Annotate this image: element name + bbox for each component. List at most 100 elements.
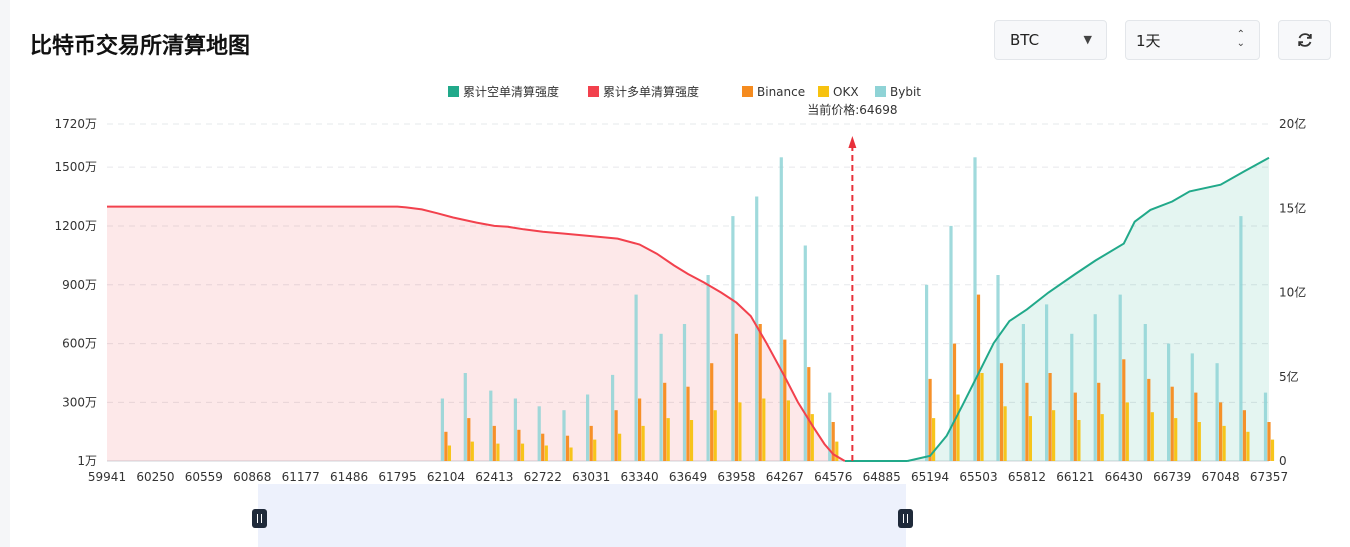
bar-binance — [589, 425, 593, 461]
bar-bybit — [1093, 314, 1097, 461]
bar-okx — [980, 373, 984, 461]
bar-bybit — [1167, 343, 1171, 461]
left-tick-label: 1500万 — [54, 160, 97, 174]
bar-okx — [544, 445, 548, 461]
current-price-marker: 当前价格:64698 — [807, 102, 897, 461]
bar-binance — [492, 425, 496, 461]
bar-okx — [1052, 410, 1056, 461]
bar-bybit — [1263, 392, 1268, 461]
bar-okx — [762, 398, 766, 461]
bar-bybit — [949, 225, 953, 461]
bar-bybit — [1190, 353, 1194, 461]
bar-binance — [710, 363, 714, 461]
bar-binance — [1170, 386, 1174, 461]
right-axis: 0 5亿 10亿 15亿 20亿 — [1279, 116, 1306, 468]
slider-handle-right[interactable] — [898, 509, 913, 528]
x-tick-label: 62104 — [427, 470, 465, 484]
x-tick-label: 63031 — [572, 470, 610, 484]
x-tick-label: 66739 — [1153, 470, 1191, 484]
bar-okx — [569, 447, 573, 461]
bar-binance — [1219, 402, 1223, 461]
bar-bybit — [682, 324, 687, 461]
bar-bybit — [1215, 363, 1219, 461]
x-tick-label: 67048 — [1201, 470, 1239, 484]
bar-bybit — [828, 392, 832, 461]
range-select[interactable]: 1天 ⌃ ⌄ — [1125, 20, 1260, 60]
bar-binance — [1025, 382, 1029, 461]
bar-bybit — [537, 406, 541, 461]
x-tick-label: 64885 — [863, 470, 901, 484]
bar-bybit — [1239, 216, 1243, 461]
legend-label-okx: OKX — [833, 85, 859, 99]
x-tick-label: 61486 — [330, 470, 368, 484]
bar-binance — [758, 324, 762, 461]
bar-binance — [1073, 392, 1077, 461]
bar-okx — [593, 439, 597, 461]
bar-bybit — [1045, 304, 1049, 461]
bar-binance — [952, 343, 957, 461]
x-tick-label: 66121 — [1056, 470, 1094, 484]
bar-bybit — [586, 394, 590, 461]
left-edge-strip — [0, 0, 10, 547]
x-tick-label: 64267 — [766, 470, 804, 484]
bar-binance — [444, 431, 448, 461]
bar-okx — [470, 441, 474, 461]
bar-okx — [618, 433, 622, 461]
bar-binance — [783, 339, 787, 461]
left-tick-label: 1200万 — [54, 219, 97, 233]
long-cumulative-line — [107, 205, 846, 462]
legend-label-long_cum: 累计多单清算强度 — [603, 84, 699, 99]
right-tick-label: 10亿 — [1279, 285, 1306, 300]
left-axis: 1万 300万 600万 900万 1200万 1500万 1720万 — [54, 117, 97, 468]
left-tick-label: 300万 — [62, 395, 97, 409]
bar-bybit — [973, 157, 977, 462]
x-axis: 59941 60250 60559 60868 61177 61486 61795 62104… — [88, 470, 1288, 484]
bar-okx — [520, 443, 525, 461]
bar-okx — [956, 394, 960, 461]
bar-okx — [1197, 422, 1201, 461]
bar-bybit — [996, 275, 1000, 461]
bar-binance — [517, 429, 521, 461]
bar-okx — [447, 445, 451, 461]
x-tick-label: 62413 — [475, 470, 513, 484]
bar-binance — [565, 435, 570, 461]
bar-binance — [734, 333, 738, 461]
x-tick-label: 61795 — [378, 470, 416, 484]
legend-label-short_cum: 累计空单清算强度 — [463, 84, 559, 99]
bar-okx — [932, 418, 936, 461]
bar-binance — [976, 294, 981, 461]
slider-handle-left[interactable] — [252, 509, 267, 528]
slider-window[interactable] — [258, 484, 906, 547]
bar-binance — [1048, 373, 1052, 461]
refresh-button[interactable] — [1278, 20, 1331, 60]
bar-bybit — [1070, 333, 1074, 461]
range-slider[interactable] — [252, 484, 913, 547]
bar-bybit — [489, 390, 493, 461]
bar-okx — [810, 414, 814, 461]
bar-binance — [831, 422, 835, 461]
short-cumulative-area — [907, 157, 1269, 461]
x-tick-label: 66430 — [1105, 470, 1143, 484]
bar-binance — [928, 378, 932, 461]
left-tick-label: 600万 — [62, 337, 97, 351]
page-title: 比特币交易所清算地图 — [30, 34, 251, 59]
bar-okx — [1077, 420, 1081, 461]
coin-select-value: BTC — [1010, 31, 1040, 49]
bar-okx — [1150, 412, 1154, 461]
bar-bybit — [659, 333, 663, 461]
bar-okx — [1174, 418, 1178, 461]
range-select-value: 1天 — [1136, 31, 1161, 50]
bar-okx — [835, 441, 839, 461]
x-tick-label: 63958 — [717, 470, 755, 484]
up-down-chevron-icon: ⌃ ⌄ — [1236, 29, 1245, 49]
bar-bybit — [755, 196, 759, 461]
bar-okx — [1125, 402, 1129, 461]
coin-select[interactable]: BTC ▼ — [994, 20, 1107, 60]
bar-okx — [1100, 414, 1104, 461]
bar-bybit — [611, 374, 615, 461]
current-price-arrow — [848, 136, 857, 148]
bar-bybit — [634, 294, 638, 461]
legend-swatch-okx — [818, 86, 829, 97]
bar-binance — [999, 363, 1004, 461]
